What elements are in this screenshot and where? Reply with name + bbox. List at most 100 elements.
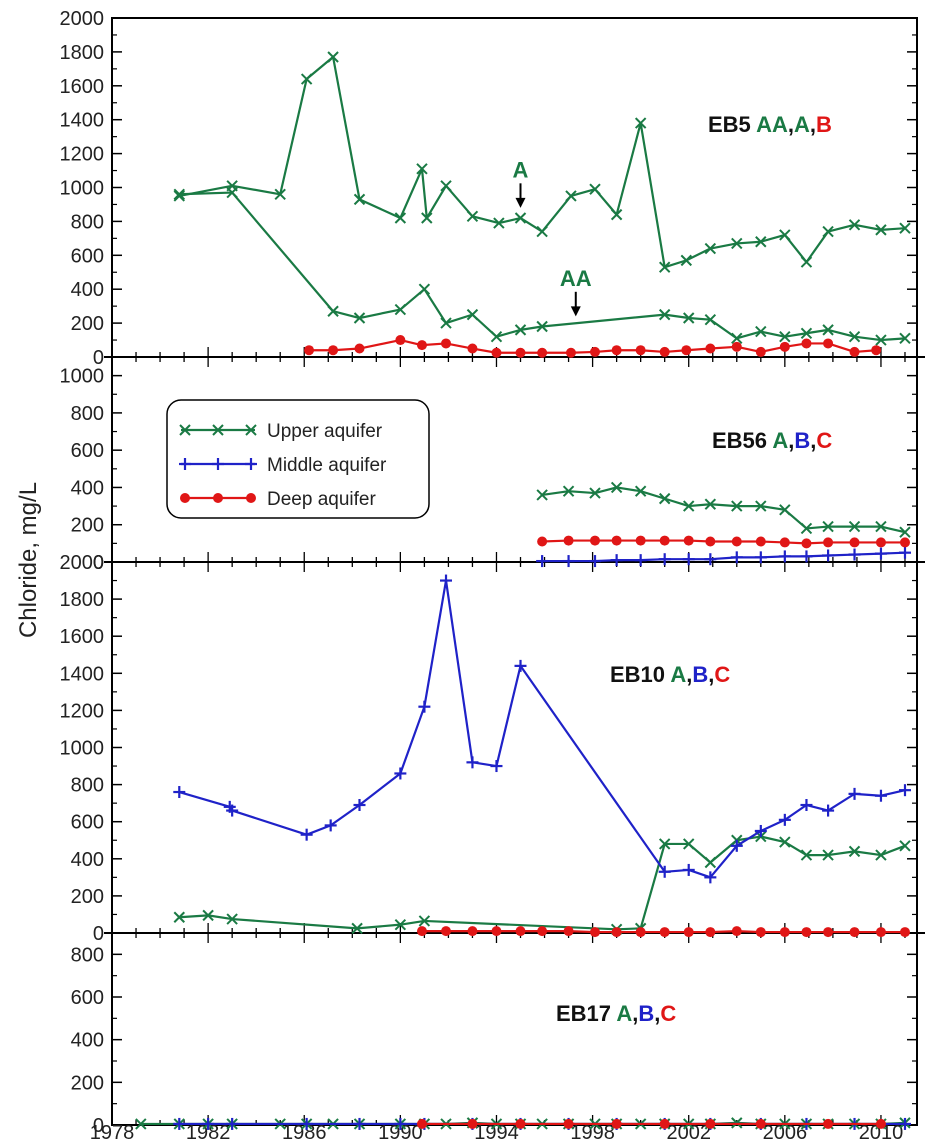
panel-label-part: , <box>632 1001 638 1026</box>
panel-label-part: A <box>670 662 686 687</box>
panel-label-part: AA <box>756 112 788 137</box>
panel-label-eb56: EB56 A,B,C <box>712 428 832 453</box>
data-point <box>778 550 791 563</box>
data-point <box>658 492 671 505</box>
data-point <box>536 320 548 333</box>
data-point <box>416 163 428 175</box>
data-point-stroke <box>658 838 671 850</box>
data-point <box>779 341 790 352</box>
series-eb5-b <box>304 335 882 358</box>
data-point <box>493 217 505 229</box>
data-point <box>610 554 623 567</box>
data-point <box>658 261 671 273</box>
data-point-stroke <box>875 520 887 533</box>
data-point <box>226 1117 239 1130</box>
data-point-stroke <box>466 308 479 321</box>
data-point <box>514 659 527 672</box>
data-point <box>822 520 834 533</box>
data-point-stroke <box>658 308 671 321</box>
data-point <box>611 1118 622 1129</box>
annotation-label: AA <box>560 266 592 291</box>
data-point <box>536 489 548 501</box>
data-point <box>562 485 575 497</box>
data-point <box>467 1118 478 1129</box>
panel-well-name: EB5 <box>708 112 756 137</box>
data-point <box>755 325 767 338</box>
data-point <box>822 804 835 817</box>
data-point-stroke <box>848 845 861 858</box>
data-point-stroke <box>394 212 407 224</box>
y-tick-label: 800 <box>71 775 104 797</box>
data-point <box>416 1118 427 1129</box>
data-point <box>173 190 185 202</box>
y-tick-label: 200 <box>71 515 104 537</box>
y-tick-label: 600 <box>71 245 104 267</box>
data-point-stroke <box>173 188 185 200</box>
data-point <box>848 845 861 858</box>
data-point-stroke <box>848 520 861 533</box>
y-tick-label: 1200 <box>60 700 105 722</box>
data-point <box>731 536 742 547</box>
data-point-stroke <box>683 500 695 512</box>
y-tick-label: 1000 <box>60 366 105 388</box>
data-point <box>731 500 743 512</box>
series-eb5-aa <box>173 186 911 346</box>
data-point <box>395 335 406 346</box>
data-point <box>304 345 315 356</box>
data-point-stroke <box>899 526 911 538</box>
legend-marker <box>213 493 223 503</box>
y-tick-label: 2000 <box>60 8 105 30</box>
data-point-stroke <box>135 1118 147 1130</box>
data-point <box>537 926 548 937</box>
data-point <box>610 208 623 221</box>
y-tick-label: 600 <box>71 440 104 462</box>
data-point <box>563 1118 574 1129</box>
data-point <box>635 927 646 938</box>
data-point-stroke <box>466 210 479 223</box>
data-point-stroke <box>899 222 911 234</box>
y-tick-label: 800 <box>71 403 104 425</box>
data-point <box>351 922 363 935</box>
data-point <box>202 909 214 922</box>
series-line <box>542 539 905 545</box>
data-point <box>875 537 886 548</box>
y-tick-label: 0 <box>93 1115 104 1137</box>
x-tick-label: 1982 <box>186 1122 231 1141</box>
data-point <box>800 849 813 861</box>
data-point <box>353 312 366 324</box>
data-point <box>467 926 478 937</box>
data-point <box>779 330 791 343</box>
data-point <box>823 1118 834 1129</box>
data-point <box>490 760 503 773</box>
data-point <box>801 538 812 549</box>
data-point <box>441 926 452 937</box>
data-point <box>202 1117 215 1130</box>
data-point-stroke <box>704 242 717 255</box>
data-point-stroke <box>875 849 887 861</box>
data-point <box>705 343 716 354</box>
data-point <box>394 1117 407 1130</box>
data-point <box>659 927 670 938</box>
data-point <box>754 824 767 837</box>
data-point <box>537 536 548 547</box>
data-point-stroke <box>173 190 185 202</box>
data-point-stroke <box>800 256 813 268</box>
y-axis-label: Chloride, mg/L <box>15 482 42 638</box>
data-point <box>779 537 790 548</box>
x-tick-label: 1994 <box>474 1122 519 1141</box>
panel-label-part: , <box>686 662 692 687</box>
data-point <box>173 188 185 200</box>
data-point <box>755 346 766 357</box>
y-tick-label: 400 <box>71 279 104 301</box>
data-point <box>418 915 431 927</box>
data-point-stroke <box>610 208 623 221</box>
annotation-arrow: A <box>513 157 529 208</box>
data-point-stroke <box>493 217 505 229</box>
legend-item-middle: Middle aquifer <box>179 455 387 476</box>
data-point <box>353 193 366 206</box>
data-point <box>849 927 860 938</box>
data-point <box>394 303 407 316</box>
x-tick-label: 2010 <box>859 1122 904 1141</box>
panel-well-name: EB56 <box>712 428 772 453</box>
